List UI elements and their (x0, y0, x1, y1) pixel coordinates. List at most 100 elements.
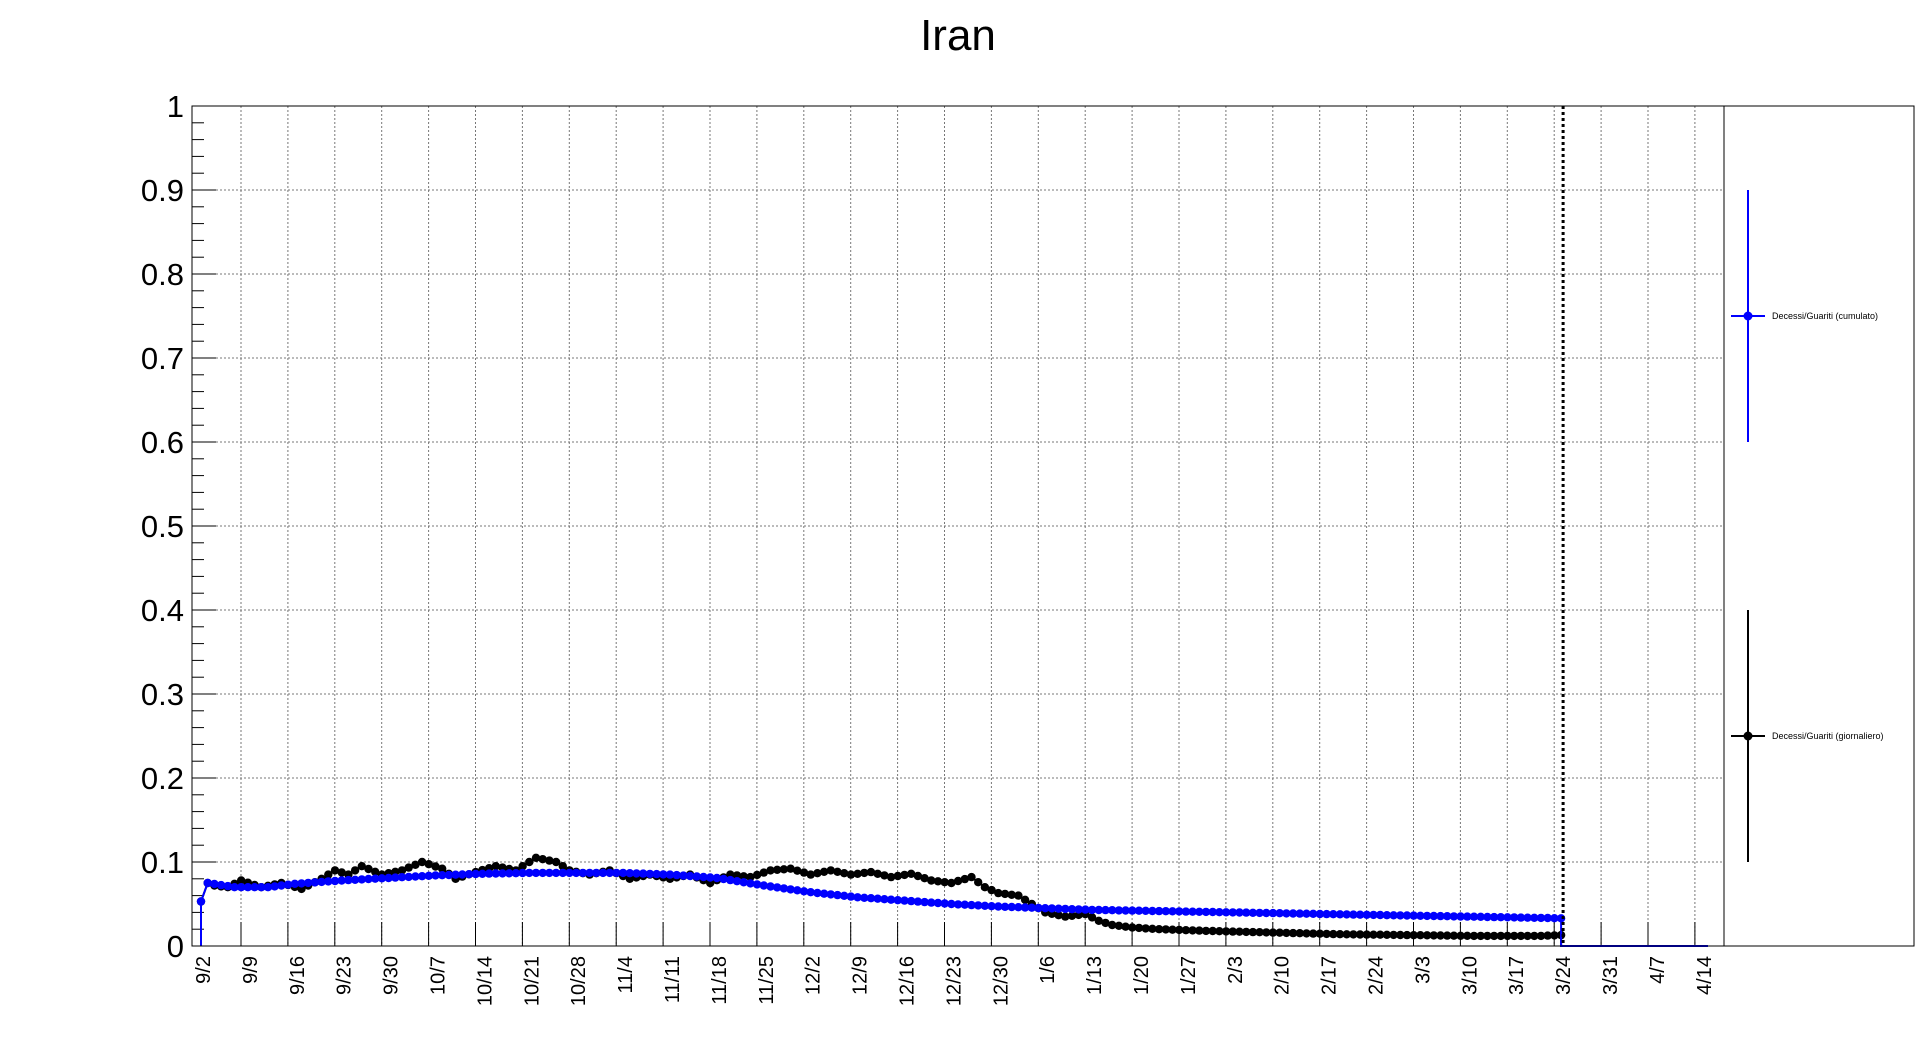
data-point (243, 883, 253, 892)
data-point (518, 862, 527, 871)
data-point (1489, 931, 1499, 941)
data-point (337, 868, 346, 877)
data-point (732, 877, 742, 886)
data-point (1175, 925, 1184, 935)
data-point (1302, 909, 1311, 918)
data-point (1362, 910, 1372, 919)
x-tick-label: 3/10 (1459, 956, 1481, 995)
data-point (330, 876, 340, 886)
x-tick-label: 2/17 (1319, 956, 1341, 995)
data-point (746, 879, 755, 888)
data-point (1342, 910, 1351, 919)
legend-box (1723, 105, 1915, 947)
data-point (726, 875, 735, 885)
data-point (880, 895, 889, 904)
data-point (1389, 930, 1398, 940)
data-point (1523, 931, 1532, 941)
data-point (1168, 925, 1177, 934)
data-point (1027, 903, 1037, 912)
data-point (558, 862, 567, 871)
data-point (652, 869, 661, 879)
data-point (773, 883, 782, 892)
y-tick-label: 0.1 (141, 845, 184, 880)
data-point (1188, 907, 1197, 916)
data-point (1034, 903, 1043, 913)
data-point (947, 899, 956, 909)
data-point (558, 868, 567, 878)
y-tick-label: 0.4 (141, 593, 184, 628)
data-point (1067, 911, 1077, 920)
data-point (598, 868, 608, 878)
data-point (866, 867, 876, 877)
x-tick-label: 11/11 (662, 956, 684, 1003)
data-point (840, 891, 849, 900)
data-point (632, 869, 641, 878)
data-point (706, 873, 715, 882)
data-point (1128, 923, 1137, 932)
data-point (1282, 909, 1291, 918)
data-point (806, 870, 815, 879)
data-point (1108, 906, 1117, 915)
data-point (605, 868, 614, 878)
data-point (953, 900, 963, 909)
x-tick-label: 9/2 (193, 956, 215, 984)
data-point (1402, 911, 1412, 920)
data-point (639, 869, 648, 878)
data-point (759, 868, 768, 877)
data-point (1242, 908, 1251, 917)
data-point (1503, 913, 1512, 922)
data-point (1409, 931, 1418, 940)
x-tick-label: 4/14 (1694, 956, 1716, 995)
data-point (297, 879, 306, 888)
data-point (806, 888, 815, 897)
data-point (196, 897, 206, 906)
data-point (1161, 907, 1171, 916)
x-tick-label: 12/30 (990, 956, 1012, 1006)
x-tick-label: 12/23 (943, 956, 965, 1006)
data-point (1094, 905, 1104, 915)
data-point (1081, 905, 1090, 914)
data-point (371, 874, 380, 883)
data-point (330, 866, 340, 875)
data-point (1543, 913, 1552, 923)
data-point (1449, 912, 1459, 921)
data-point (759, 881, 768, 890)
data-point (773, 865, 782, 874)
data-point (1262, 928, 1271, 937)
data-point (1349, 910, 1358, 919)
data-point (417, 872, 427, 881)
data-point (1443, 912, 1452, 921)
data-point (350, 866, 360, 875)
data-point (1516, 931, 1526, 941)
data-point (1503, 931, 1512, 941)
y-tick-label: 0.2 (141, 761, 184, 796)
legend-marker (1743, 311, 1753, 321)
data-point (907, 896, 916, 906)
data-point (417, 857, 427, 867)
data-point (752, 870, 762, 880)
data-point (1510, 931, 1519, 941)
data-point (1168, 907, 1177, 916)
data-point (1020, 903, 1030, 912)
data-point (324, 877, 333, 886)
data-point (813, 869, 822, 878)
data-point (645, 869, 655, 879)
data-point (1134, 923, 1144, 933)
data-point (357, 862, 366, 871)
x-tick-label: 11/25 (756, 956, 778, 1005)
data-point (230, 883, 239, 892)
data-point (826, 866, 835, 875)
data-point (1329, 910, 1338, 919)
data-point (1228, 908, 1238, 917)
data-point (987, 902, 996, 911)
x-tick-label: 9/16 (287, 956, 309, 995)
data-point (1469, 931, 1479, 941)
data-point (538, 868, 547, 878)
x-tick-label: 1/13 (1084, 956, 1106, 995)
data-point (1268, 908, 1278, 918)
data-point (1322, 929, 1331, 939)
data-point (853, 893, 862, 902)
data-point (793, 886, 802, 895)
data-point (424, 871, 433, 880)
data-point (531, 868, 541, 878)
